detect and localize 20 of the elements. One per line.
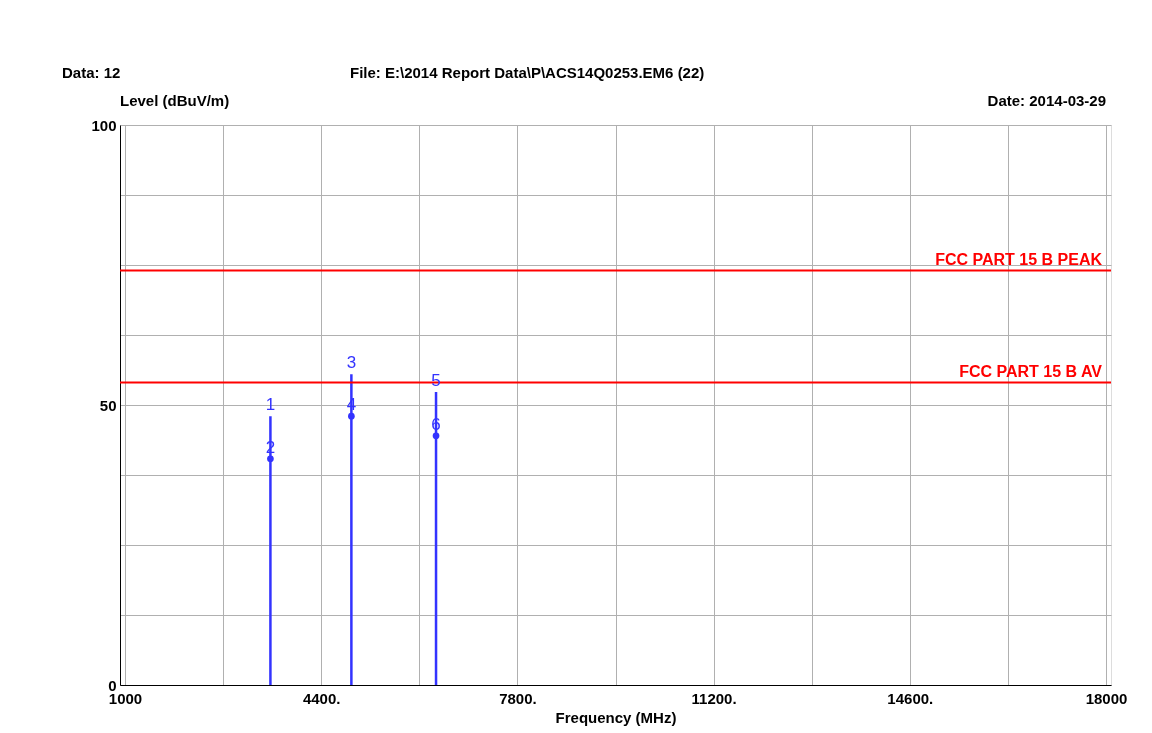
x-tick-label: 11200. (691, 689, 737, 707)
ref-line-label: FCC PART 15 B AV (959, 362, 1103, 380)
annotation: 3 (346, 353, 357, 373)
y-tick-label: 50 (99, 396, 117, 414)
y-tick-label: 0 (108, 676, 117, 694)
text: Data: 12 (62, 64, 121, 81)
x-tick-label: 7800. (499, 689, 537, 707)
x-axis-title: Frequency (MHz) (555, 708, 677, 726)
y-tick-label: 100 (91, 116, 117, 134)
point (432, 432, 440, 440)
text: File: E:\2014 Report Data\P\ACS14Q0253.EM6 (22) (350, 64, 705, 81)
y-axis-title: Level (dBuV/m) (120, 92, 230, 109)
x-tick-label: 18000 (1085, 689, 1128, 707)
text: Date: 2014-03-29 (987, 92, 1106, 109)
x-tick-label: 4400. (302, 689, 341, 707)
x-tick-label: 14600. (887, 689, 934, 707)
ref-line-label: FCC PART 15 B PEAK (935, 250, 1103, 268)
point (348, 412, 355, 420)
annotation: 1 (265, 395, 276, 415)
point (267, 455, 274, 463)
